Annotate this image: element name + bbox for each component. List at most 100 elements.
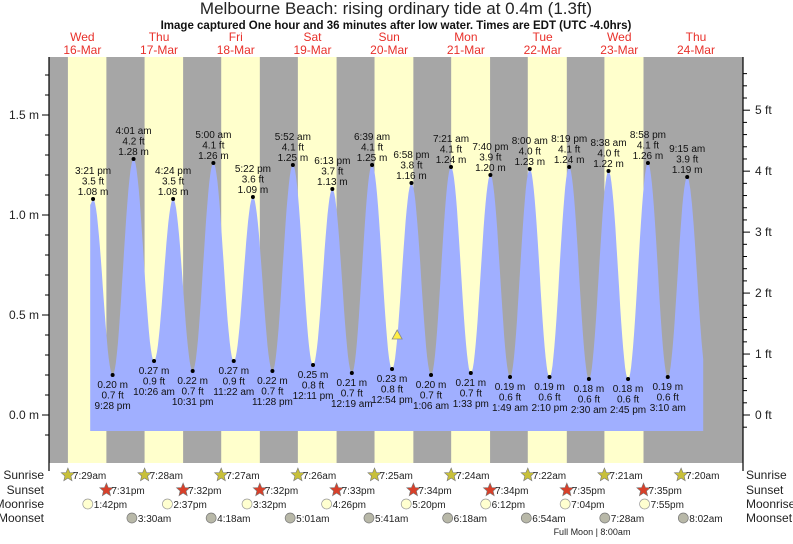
left-axis-tick-label: 1.5 m (9, 108, 39, 122)
low-tide-label: 0.27 m (139, 366, 170, 377)
sunrise-star-icon (367, 467, 382, 482)
sunset-star-icon (636, 482, 651, 497)
moonrise-icon (82, 498, 94, 510)
sunset-time: 7:32pm (265, 486, 298, 497)
high-tide-label: 3.7 ft (321, 167, 343, 178)
chart-title: Melbourne Beach: rising ordinary tide at… (200, 0, 592, 18)
high-tide-label: 4.1 ft (558, 145, 580, 156)
high-tide-label: 3.5 ft (162, 177, 184, 188)
day-date-label: 18-Mar (217, 43, 255, 57)
high-tide-point (567, 165, 572, 169)
day-date-label: 23-Mar (600, 43, 638, 57)
sunrise-star-icon (673, 467, 689, 482)
moonset-row-label-right: Moonset (746, 511, 793, 525)
moonset-row-label-left: Moonset (0, 511, 45, 525)
low-tide-label: 0.6 ft (538, 393, 560, 404)
low-tide-label: 0.7 ft (101, 391, 123, 402)
moonrise-icon (639, 498, 650, 510)
sunset-time: 7:35pm (572, 486, 605, 497)
low-tide-label: 0.7 ft (182, 387, 204, 398)
low-tide-label: 2:30 am (571, 405, 607, 416)
high-tide-label: 6:13 pm (314, 156, 350, 167)
low-tide-label: 0.20 m (97, 380, 128, 391)
moon-phase-label: Full Moon | 8:00am (554, 527, 631, 537)
moonset-time: 4:18am (217, 514, 250, 525)
moonset-time: 5:01am (296, 514, 329, 525)
low-tide-label: 0.9 ft (143, 377, 165, 388)
high-tide-label: 1.08 m (158, 187, 189, 198)
low-tide-label: 0.22 m (257, 376, 288, 387)
sunset-time: 7:34pm (495, 486, 528, 497)
high-tide-point (250, 195, 255, 199)
moonrise-row-label-left: Moonrise (0, 497, 44, 511)
high-tide-point (211, 161, 216, 165)
low-tide-point (508, 375, 513, 379)
day-date-label: 17-Mar (140, 43, 178, 57)
high-tide-label: 4:24 pm (155, 166, 191, 177)
moonset-time: 3:30am (138, 514, 171, 525)
sunset-row-label-left: Sunset (7, 483, 45, 497)
sunrise-star-icon (520, 467, 536, 482)
low-tide-label: 0.18 m (574, 384, 605, 395)
low-tide-label: 0.8 ft (381, 385, 403, 396)
moonrise-time: 3:32pm (253, 500, 286, 511)
low-tide-point (626, 377, 631, 381)
low-tide-label: 0.9 ft (223, 377, 245, 388)
sunset-time: 7:33pm (342, 486, 375, 497)
sunrise-star-icon (597, 467, 612, 482)
high-tide-label: 8:58 pm (630, 130, 666, 141)
low-tide-label: 0.19 m (495, 382, 526, 393)
day-name-label: Fri (229, 30, 243, 44)
low-tide-point (110, 373, 115, 377)
sunset-star-icon (252, 482, 268, 497)
moonset-icon (284, 512, 296, 524)
day-name-label: Wed (70, 30, 94, 44)
sunrise-time: 7:25am (380, 471, 413, 482)
sunset-row-label-right: Sunset (746, 483, 784, 497)
low-tide-label: 0.7 ft (460, 389, 482, 400)
sunrise-row-label-right: Sunrise (746, 468, 787, 482)
sunrise-star-icon (60, 467, 76, 482)
moonrise-icon (321, 498, 332, 510)
high-tide-label: 1.24 m (436, 155, 467, 166)
high-tide-label: 4.1 ft (440, 145, 462, 156)
moonset-icon (126, 512, 138, 524)
high-tide-label: 1.19 m (672, 165, 703, 176)
day-name-label: Thu (149, 30, 170, 44)
day-name-label: Mon (454, 30, 477, 44)
low-tide-label: 0.6 ft (617, 395, 639, 406)
high-tide-point (645, 161, 650, 165)
high-tide-label: 1.26 m (198, 151, 229, 162)
low-tide-label: 1:49 am (492, 403, 528, 414)
moonrise-time: 7:04pm (571, 500, 604, 511)
high-tide-label: 7:40 pm (472, 142, 508, 153)
high-tide-label: 1.26 m (633, 151, 664, 162)
high-tide-label: 8:00 am (512, 136, 548, 147)
high-tide-label: 1.22 m (593, 159, 624, 170)
moonrise-time: 7:55pm (651, 500, 684, 511)
high-tide-label: 4.1 ft (361, 143, 383, 154)
high-tide-label: 6:39 am (354, 132, 390, 143)
day-date-label: 22-Mar (524, 43, 562, 57)
moonrise-icon (241, 498, 253, 510)
high-tide-point (171, 197, 176, 201)
tide-area (90, 159, 704, 431)
sunset-time: 7:32pm (188, 486, 221, 497)
moonrise-icon (162, 498, 173, 510)
high-tide-point (606, 169, 611, 173)
high-tide-label: 1.20 m (475, 163, 506, 174)
low-tide-label: 0.27 m (218, 366, 249, 377)
high-tide-label: 4.1 ft (202, 141, 224, 152)
low-tide-label: 11:22 am (213, 387, 254, 398)
sunrise-row-label-left: Sunrise (3, 468, 44, 482)
high-tide-label: 1.24 m (554, 155, 585, 166)
high-tide-label: 5:00 am (195, 130, 231, 141)
low-tide-label: 10:31 pm (172, 397, 214, 408)
low-tide-label: 0.18 m (613, 384, 644, 395)
low-tide-label: 2:45 pm (610, 405, 646, 416)
low-tide-point (390, 367, 395, 371)
high-tide-label: 4.2 ft (122, 137, 144, 148)
moonrise-time: 4:26pm (333, 500, 366, 511)
sunrise-time: 7:20am (686, 471, 719, 482)
low-tide-label: 2:10 pm (531, 403, 567, 414)
